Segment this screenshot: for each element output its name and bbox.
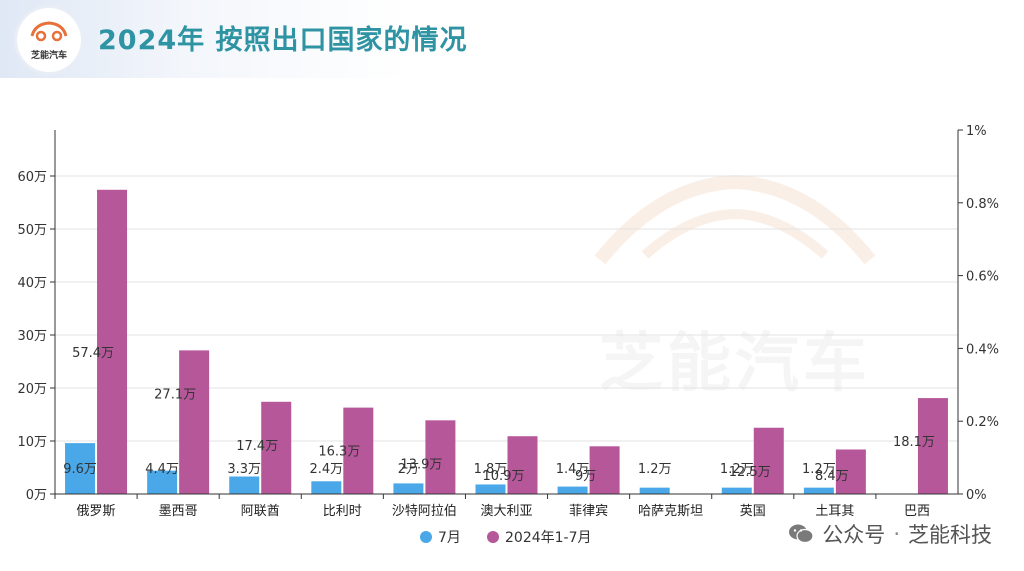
watermark-text: 芝能汽车 xyxy=(599,327,871,401)
x-category-label: 菲律宾 xyxy=(569,503,608,519)
bar-ytd xyxy=(425,420,456,494)
y-left-tick-label: 10万 xyxy=(17,435,47,450)
bar-ytd xyxy=(835,449,866,494)
header-band xyxy=(0,0,1024,78)
brand-account: 芝能科技 xyxy=(908,523,992,547)
bar-july xyxy=(639,487,670,494)
y-right-tick-label: 0% xyxy=(966,488,987,503)
bar-ytd xyxy=(917,398,948,494)
watermark: 芝能汽车 xyxy=(594,174,876,401)
brand-separator: · xyxy=(893,522,900,546)
data-label-july: 2万 xyxy=(398,462,419,477)
x-category-label: 巴西 xyxy=(904,504,930,519)
data-label-ytd: 17.4万 xyxy=(236,439,278,454)
data-label-ytd: 12.5万 xyxy=(729,465,771,480)
bar-ytd xyxy=(753,427,784,494)
legend-label-ytd: 2024年1-7月 xyxy=(505,530,592,546)
legend-swatch-july xyxy=(420,531,432,543)
y-right-tick-label: 0.8% xyxy=(966,197,999,212)
y-left-tick-label: 50万 xyxy=(17,223,47,238)
bar-ytd xyxy=(343,407,374,494)
y-right-tick-label: 1% xyxy=(966,124,987,139)
x-category-label: 沙特阿拉伯 xyxy=(392,504,457,519)
y-left-tick-label: 60万 xyxy=(17,170,47,185)
data-label-ytd: 27.1万 xyxy=(154,387,196,402)
data-label-ytd: 57.4万 xyxy=(72,346,114,361)
bar-july xyxy=(803,487,834,494)
x-category-label: 比利时 xyxy=(323,504,362,519)
bar-july xyxy=(229,476,260,494)
y-left-tick-label: 30万 xyxy=(17,329,47,344)
wechat-icon xyxy=(789,524,814,544)
data-label-july: 1.4万 xyxy=(556,462,590,477)
y-right-tick-label: 0.2% xyxy=(966,415,999,430)
legend-label-july: 7月 xyxy=(438,530,461,546)
data-label-july: 3.3万 xyxy=(227,462,261,477)
legend-swatch-ytd xyxy=(487,531,499,543)
data-label-july: 9.6万 xyxy=(63,462,97,477)
bar-july xyxy=(147,470,178,494)
data-label-ytd: 18.1万 xyxy=(893,435,935,450)
logo-text: 芝能汽车 xyxy=(30,51,67,61)
x-category-label: 阿联酋 xyxy=(241,503,280,519)
y-right-tick-label: 0.4% xyxy=(966,342,999,357)
x-category-label: 澳大利亚 xyxy=(480,503,532,519)
bar-july xyxy=(557,486,588,494)
y-left-tick-label: 40万 xyxy=(17,276,47,291)
bar-july xyxy=(721,487,752,494)
bar-ytd xyxy=(589,446,620,494)
y-right-tick-label: 0.6% xyxy=(966,270,999,285)
data-label-ytd: 16.3万 xyxy=(318,445,360,460)
y-left-tick-label: 0万 xyxy=(26,488,47,503)
bar-july xyxy=(393,483,424,494)
data-label-july: 2.4万 xyxy=(309,462,343,477)
bar-ytd xyxy=(507,436,538,494)
data-label-ytd: 9万 xyxy=(575,469,596,484)
bar-ytd xyxy=(261,401,292,494)
data-label-july: 1.8万 xyxy=(474,462,508,477)
data-label-july: 1.2万 xyxy=(802,462,836,477)
bar-ytd xyxy=(97,189,128,494)
x-category-label: 英国 xyxy=(740,504,766,519)
x-category-label: 土耳其 xyxy=(815,504,854,519)
y-left-tick-label: 20万 xyxy=(17,382,47,397)
data-label-july: 1.2万 xyxy=(720,462,754,477)
logo: 芝能汽车 xyxy=(17,8,81,72)
brand-footer: 公众号 · 芝能科技 xyxy=(788,519,992,549)
data-label-july: 4.4万 xyxy=(145,462,179,477)
bar-ytd xyxy=(179,350,210,494)
bar-july xyxy=(311,481,342,494)
data-label-ytd: 13.9万 xyxy=(400,457,442,472)
x-category-label: 哈萨克斯坦 xyxy=(638,504,703,519)
x-category-label: 墨西哥 xyxy=(159,504,198,519)
bar-july xyxy=(475,484,506,494)
brand-platform: 公众号 xyxy=(822,523,886,547)
page-title: 2024年 按照出口国家的情况 xyxy=(98,25,468,56)
x-category-label: 俄罗斯 xyxy=(77,504,116,519)
data-label-ytd: 8.4万 xyxy=(815,469,849,484)
data-label-ytd: 10.9万 xyxy=(483,469,525,484)
data-label-july: 1.2万 xyxy=(638,462,672,477)
car-icon xyxy=(30,21,68,42)
bar-july xyxy=(65,443,96,494)
